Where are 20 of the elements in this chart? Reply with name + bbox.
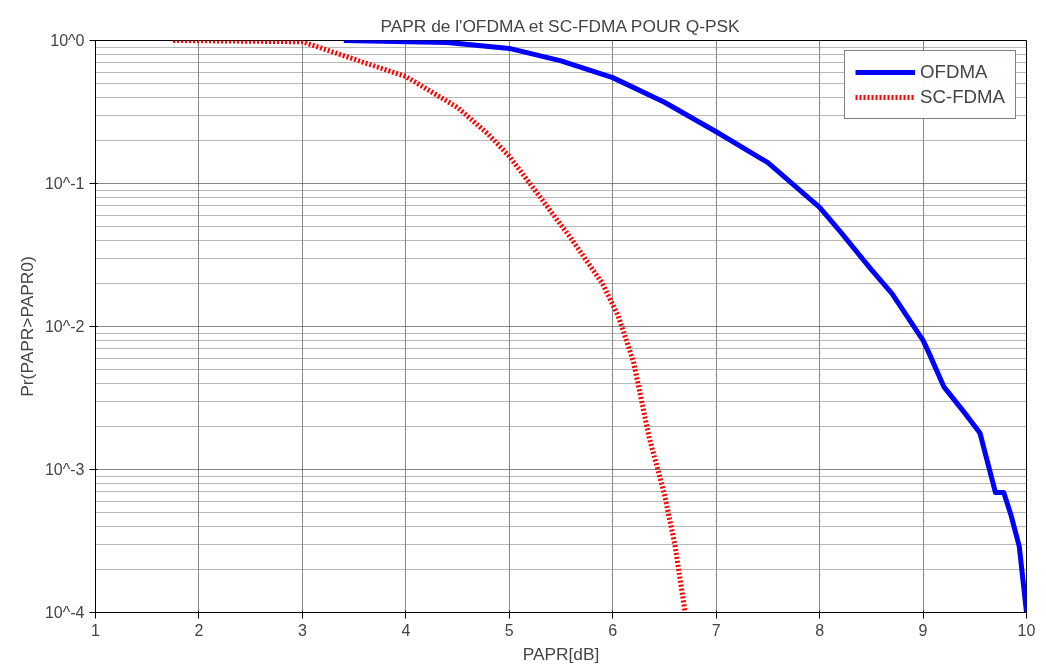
x-tick-label: 2 (194, 621, 204, 639)
legend-label: SC-FDMA (920, 86, 1005, 108)
x-tick-label: 4 (401, 621, 411, 639)
x-tick-label: 1 (91, 621, 101, 639)
x-axis-title: PAPR[dB] (522, 643, 600, 664)
y-tick-label: 10^-2 (44, 318, 85, 335)
x-tick-label: 3 (297, 621, 307, 639)
legend-label: OFDMA (920, 61, 988, 83)
y-tick-label: 10^0 (50, 32, 85, 49)
x-tick-label: 7 (711, 621, 721, 639)
x-tick-label: 9 (918, 621, 928, 639)
chart-title: PAPR de l'OFDMA et SC-FDMA POUR Q-PSK (380, 15, 741, 36)
y-tick-label: 10^-1 (44, 175, 85, 192)
y-tick-label: 10^-3 (44, 461, 85, 478)
x-tick-label: 8 (815, 621, 825, 639)
x-tick-label: 10 (1017, 621, 1036, 639)
x-tick-label: 5 (504, 621, 514, 639)
y-axis-title: Pr(PAPR>PAPR0) (16, 256, 37, 397)
x-tick-label: 6 (608, 621, 618, 639)
y-tick-label: 10^-4 (44, 604, 85, 621)
